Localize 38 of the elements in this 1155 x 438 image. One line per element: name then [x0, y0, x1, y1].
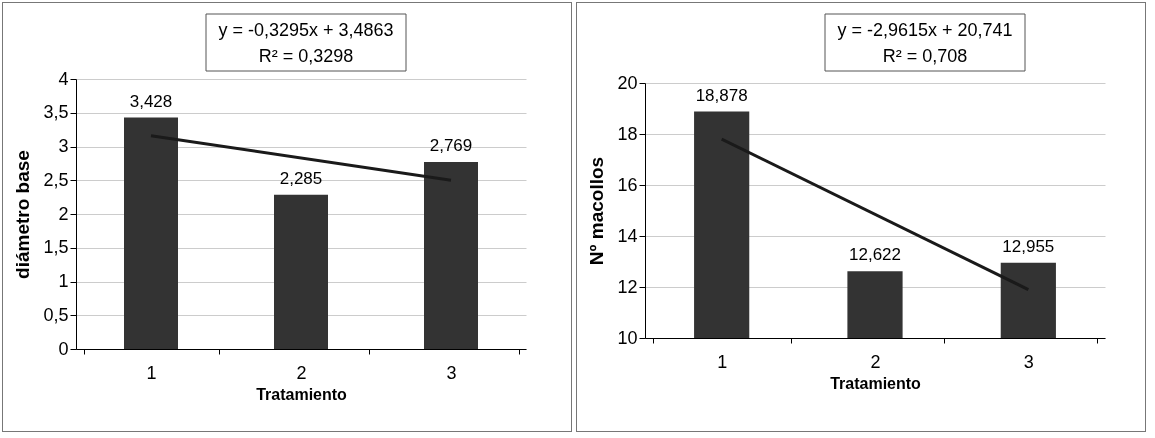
y-tick-label: 2,5 [43, 169, 69, 190]
data-label: 2,769 [429, 136, 473, 156]
x-tick-label: 3 [446, 362, 457, 383]
x-tick-label: 1 [146, 362, 157, 383]
bar [124, 117, 178, 349]
text: y = -2,9615x + 20,741 [837, 20, 1013, 40]
y-tick-label: 3 [58, 136, 69, 156]
x-tick-label: 2 [296, 362, 307, 383]
x-tick-label: 1 [717, 351, 728, 372]
y-tick-label: 16 [617, 174, 638, 195]
y-tick-label: 0,5 [43, 304, 69, 325]
x-tick-label: 3 [1023, 351, 1034, 372]
y-tick-label: 2 [58, 203, 69, 224]
y-axis-title: diámetro base [12, 150, 34, 279]
y-axis-title: Nº macollos [586, 156, 608, 266]
data-label: 2,285 [279, 168, 323, 188]
y-tick-label: 10 [617, 327, 638, 348]
y-tick-label: 20 [617, 72, 638, 93]
x-tick-label: 2 [870, 351, 881, 372]
data-label: 18,878 [695, 85, 748, 105]
text: R² = 0,708 [882, 46, 968, 66]
y-tick-label: 4 [58, 68, 69, 89]
bar [424, 162, 478, 349]
text: y = -0,3295x + 3,4863 [218, 20, 394, 40]
data-label: 12,955 [1002, 236, 1055, 256]
bar [274, 194, 328, 349]
y-tick-label: 0 [58, 338, 69, 359]
y-tick-label: 18 [617, 123, 638, 144]
y-tick-label: 14 [617, 225, 638, 246]
text: R² = 0,3298 [258, 46, 354, 66]
y-tick-label: 1,5 [43, 237, 69, 258]
y-tick-label: 12 [617, 276, 638, 297]
y-tick-label: 3,5 [43, 102, 69, 123]
x-axis-title: Tratamiento [256, 385, 348, 403]
y-tick-label: 1 [58, 271, 69, 291]
x-axis-title: Tratamiento [830, 374, 922, 392]
data-label: 3,428 [129, 91, 173, 111]
data-label: 12,622 [849, 245, 901, 265]
